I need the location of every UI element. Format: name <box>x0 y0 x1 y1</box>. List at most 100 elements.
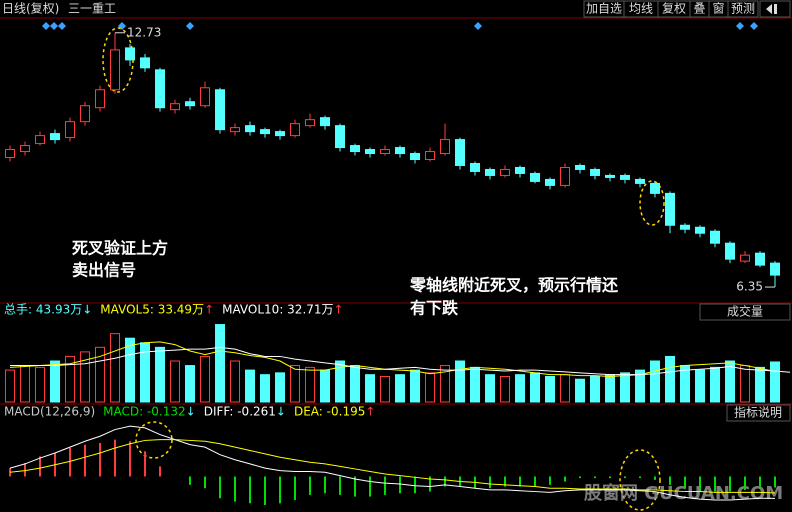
readout-arrow: ↓ <box>276 405 286 419</box>
volume-bar <box>335 360 345 403</box>
candle-body <box>365 149 375 155</box>
annotation: 卖出信号 <box>72 261 136 280</box>
volume-bar <box>245 369 255 403</box>
volume-bar <box>35 366 45 403</box>
indicator-button[interactable] <box>726 404 791 422</box>
volume-bar <box>5 369 15 403</box>
candle-body <box>290 123 300 137</box>
indicator-line <box>9 341 776 377</box>
volume-bar <box>530 372 540 403</box>
volume-bar <box>320 369 330 403</box>
candle-body <box>485 168 495 176</box>
candle-body <box>275 131 285 137</box>
volume-bar <box>185 365 195 403</box>
max-label: 12.73 <box>127 25 161 39</box>
candle-body <box>95 89 105 109</box>
candle-body <box>770 262 780 276</box>
readout-arrow: ↑ <box>334 303 344 317</box>
candle-body <box>335 125 345 149</box>
toolbar-button-label: 复权 <box>662 2 686 16</box>
candle-body <box>65 121 75 139</box>
volume-bar <box>740 365 750 403</box>
volume-bar <box>275 372 285 403</box>
candle-body <box>185 101 195 107</box>
volume-bar <box>710 366 720 403</box>
candle-body <box>710 230 720 244</box>
volume-bar <box>425 372 435 403</box>
volume-bar <box>395 374 405 403</box>
volume-bar <box>230 360 240 403</box>
volume-bar <box>485 374 495 403</box>
candle-body <box>320 117 330 127</box>
candle-body <box>80 105 90 123</box>
candle-body <box>665 192 675 226</box>
candle-body <box>500 168 510 176</box>
highlight-ellipse <box>639 180 665 226</box>
volume-bar <box>110 333 120 403</box>
indicator-button-label: 指标说明 <box>734 405 782 420</box>
readout-arrow: ↓ <box>82 303 92 317</box>
annotation: 有下跌 <box>410 299 459 318</box>
volume-bar <box>470 366 480 403</box>
candle-body <box>350 145 360 153</box>
candle-body <box>170 103 180 111</box>
volume-bar <box>755 366 765 403</box>
volume-bar <box>50 360 60 403</box>
volume-bar <box>560 374 570 403</box>
readout: DEA: -0.195 <box>294 405 365 419</box>
candle-body <box>455 139 465 166</box>
candle-body <box>440 139 450 155</box>
candle-body <box>695 226 705 234</box>
readout-arrow: ↓ <box>186 405 196 419</box>
volume-bar <box>605 374 615 403</box>
candle-body <box>215 89 225 131</box>
volume-bar <box>545 375 555 403</box>
candle-body <box>680 224 690 230</box>
candle-body <box>530 172 540 182</box>
candle-body <box>755 252 765 266</box>
candle-body <box>650 182 660 194</box>
candle-body <box>245 125 255 133</box>
volume-bar <box>155 346 165 403</box>
candle-body <box>590 168 600 176</box>
collapse-icon <box>766 4 777 14</box>
indicator-line <box>9 425 776 501</box>
candle-body <box>50 133 60 141</box>
candle-body <box>515 166 525 174</box>
volume-bar <box>455 360 465 403</box>
period-label: 日线(复权) <box>2 2 59 16</box>
volume-bar <box>290 365 300 403</box>
candle-body <box>605 174 615 178</box>
readout: MAVOL10: 32.71万 <box>222 303 333 317</box>
toolbar-buttons: 加自选 均线 复权叠窗预测 <box>583 0 759 18</box>
annotation: 死叉验证上方 <box>72 239 168 258</box>
candle-body <box>620 174 630 180</box>
volume-bar <box>695 369 705 403</box>
candle-body <box>635 178 645 184</box>
candle-body <box>380 149 390 155</box>
collapse-button[interactable] <box>759 0 791 18</box>
toolbar-button-label: 预测 <box>731 2 755 16</box>
volume-bar <box>215 324 225 403</box>
candle-body <box>125 47 135 61</box>
candle-body <box>305 119 315 127</box>
watermark: 股窗网 GUCUAN.COM <box>583 482 783 504</box>
volume-bar <box>440 365 450 403</box>
candle-body <box>20 145 30 153</box>
indicator-line <box>10 346 791 376</box>
toolbar-button-label: 叠 <box>693 2 705 16</box>
volume-bar <box>725 360 735 403</box>
annotation: 零轴线附近死叉，预示行情还 <box>409 276 619 295</box>
candle-body <box>260 129 270 135</box>
volume-bar <box>650 360 660 403</box>
volume-bar <box>620 372 630 403</box>
volume-bar <box>770 361 780 403</box>
volume-button-label: 成交量 <box>727 304 763 319</box>
readout: MACD(12,26,9) <box>4 405 95 419</box>
toolbar-button[interactable] <box>727 0 759 18</box>
volume-button[interactable] <box>699 303 791 321</box>
readout: MAVOL5: 33.49万 <box>100 303 204 317</box>
volume-bar <box>170 360 180 403</box>
